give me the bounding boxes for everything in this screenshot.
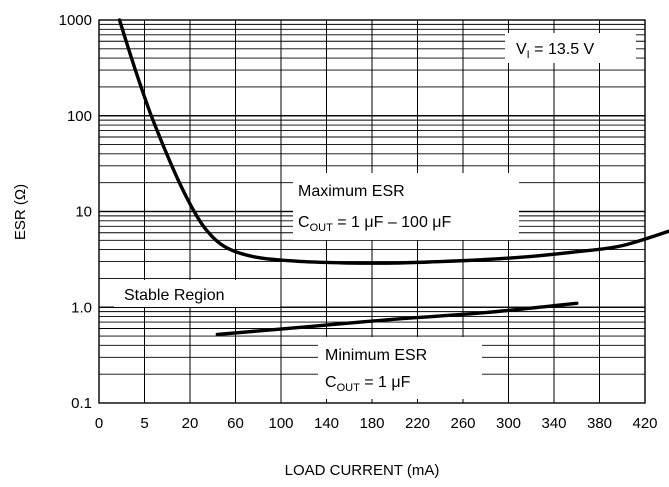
x-tick-label: 220 [405,415,430,432]
maximum-esr-curve [117,18,669,265]
x-tick-label: 300 [496,415,521,432]
x-tick-label: 100 [268,415,293,432]
vi-annotation: VI = 13.5 V [516,41,595,61]
y-axis-title: ESR (Ω) [12,184,29,240]
y-tick-label: 0.1 [71,395,92,412]
min-esr-label: Minimum ESR [325,347,427,364]
max-esr-annotation-box [293,173,519,240]
max-esr-label: Maximum ESR [298,183,405,200]
y-tick-label: 1.0 [71,299,92,316]
x-axis-title: LOAD CURRENT (mA) [285,462,440,479]
min-esr-cout: COUT = 1 μF [325,374,411,394]
y-tick-label: 100 [67,108,92,125]
x-tick-label: 340 [541,415,566,432]
plot-frame [98,19,646,404]
x-tick-label: 0 [95,415,103,432]
vi-annotation-box [505,33,636,63]
stable-region-box [114,280,280,307]
min-esr-annotation-box [318,337,482,399]
stable-region-label: Stable Region [124,287,225,304]
x-tick-label: 380 [587,415,612,432]
x-tick-label: 5 [140,415,148,432]
y-tick-labels: 1000 100 10 1.0 0.1 [59,12,92,412]
x-tick-label: 260 [450,415,475,432]
x-tick-label: 60 [227,415,244,432]
y-tick-label: 10 [75,204,92,221]
x-tick-labels: 0 5 20 60 100 140 180 220 260 300 340 380 420 [95,415,658,432]
x-tick-label: 180 [359,415,384,432]
minimum-esr-curve [215,301,579,337]
x-tick-label: 140 [314,415,339,432]
curves [117,18,669,337]
y-tick-label: 1000 [59,12,92,29]
max-esr-cout: COUT = 1 μF – 100 μF [298,214,452,234]
x-tick-label: 20 [182,415,199,432]
x-tick-label: 420 [632,415,657,432]
